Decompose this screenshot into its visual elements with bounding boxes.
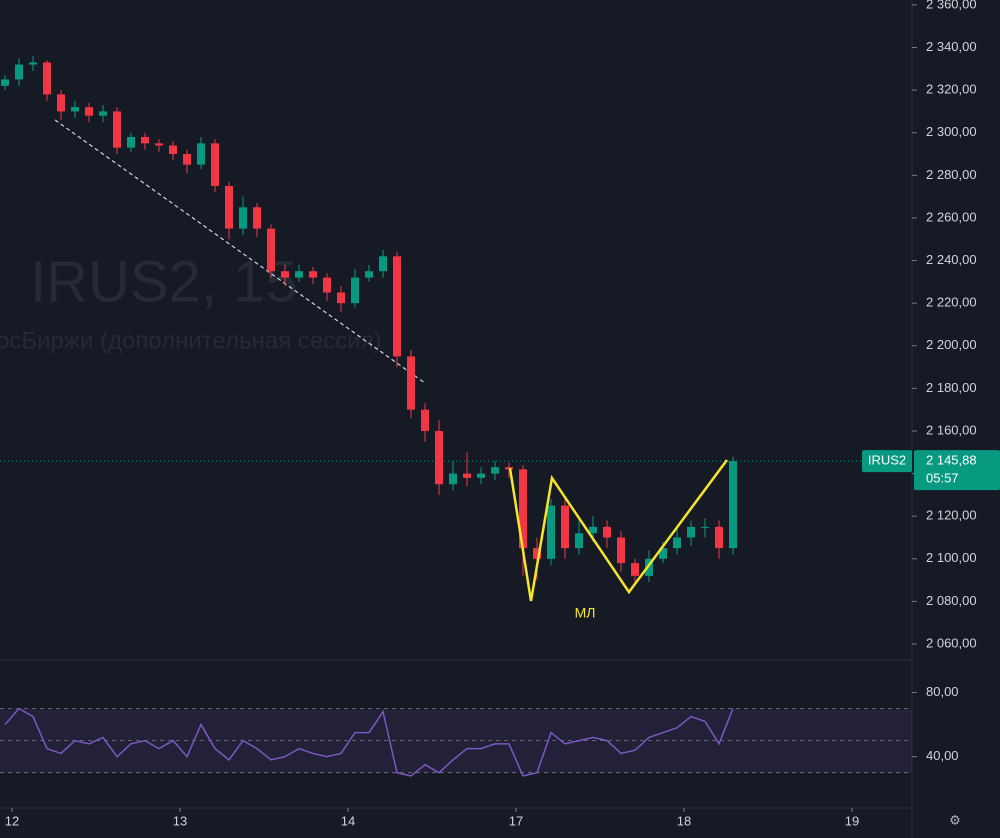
candle-body	[85, 107, 93, 116]
candle-body	[43, 62, 51, 95]
candle-body	[197, 143, 205, 165]
y-tick-label: 2 280,00	[926, 167, 977, 182]
candle-body	[561, 505, 569, 549]
candle-body	[337, 292, 345, 304]
candle-body	[533, 548, 541, 559]
y-tick-label: 2 180,00	[926, 380, 977, 395]
x-tick-label: 17	[509, 813, 523, 828]
y-tick-label: 2 240,00	[926, 252, 977, 267]
pattern-line	[508, 459, 728, 602]
candle-body	[239, 207, 247, 229]
candle-body	[449, 473, 457, 485]
candle-body	[15, 64, 23, 80]
y-tick-label: 2 260,00	[926, 209, 977, 224]
candle-body	[393, 256, 401, 357]
candle-body	[267, 228, 275, 272]
candle-body	[99, 111, 107, 116]
y-tick-label: 2 220,00	[926, 295, 977, 310]
x-tick-label: 12	[5, 813, 19, 828]
candle-body	[407, 356, 415, 410]
candle-body	[169, 145, 177, 155]
candle-body	[519, 469, 527, 549]
candle-body	[309, 271, 317, 278]
candle-body	[673, 537, 681, 549]
rsi-line	[4, 707, 734, 777]
candle-body	[617, 537, 625, 564]
candle-body	[687, 526, 695, 538]
price-tag	[914, 450, 1000, 491]
y-tick-label: 2 060,00	[926, 635, 977, 650]
pattern-label: МЛ	[575, 605, 596, 621]
candle-body	[463, 473, 471, 478]
candle-body	[127, 136, 135, 148]
candle-body	[113, 111, 121, 148]
symbol-tag	[862, 450, 912, 473]
candle-body	[491, 467, 499, 474]
candle-body	[435, 430, 443, 485]
price-tag-countdown: 05:57	[926, 471, 959, 486]
y-tick-label: 2 160,00	[926, 422, 977, 437]
candle-body	[253, 207, 261, 229]
x-tick-label: 13	[173, 813, 187, 828]
candle-body	[141, 136, 149, 144]
candle-body	[477, 473, 485, 478]
candle-body	[71, 107, 79, 112]
candle-body	[323, 277, 331, 293]
y-tick-label: 40,00	[926, 748, 959, 763]
candle-body	[183, 154, 191, 165]
candle-body	[631, 563, 639, 576]
candle-body	[589, 526, 597, 534]
candle-body	[645, 558, 653, 576]
candle-body	[659, 548, 667, 559]
candle-body	[715, 526, 723, 549]
y-tick-label: 2 100,00	[926, 550, 977, 565]
symbol-tag-text: IRUS2	[868, 453, 906, 468]
price-tag-value: 2 145,88	[926, 453, 977, 468]
candle-body	[701, 526, 709, 528]
candle-body	[547, 505, 555, 559]
candle-body	[57, 94, 65, 112]
candle-body	[351, 277, 359, 304]
candle-body	[211, 143, 219, 186]
candle-body	[379, 256, 387, 272]
candle-body	[295, 271, 303, 278]
candle-body	[225, 185, 233, 229]
x-tick-label: 19	[845, 813, 859, 828]
candle-body	[281, 271, 289, 278]
candle-body	[1, 79, 9, 86]
candle-body	[365, 271, 373, 278]
y-tick-label: 80,00	[926, 684, 959, 699]
candle-body	[155, 143, 163, 146]
y-tick-label: 2 340,00	[926, 39, 977, 54]
y-tick-label: 2 200,00	[926, 337, 977, 352]
candle-body	[575, 533, 583, 549]
candle-body	[603, 526, 611, 538]
trendline	[54, 119, 426, 384]
watermark: IRUS2, 15	[30, 249, 298, 314]
settings-icon[interactable]: ⚙	[949, 812, 961, 827]
y-tick-label: 2 080,00	[926, 593, 977, 608]
candle-body	[421, 409, 429, 431]
y-tick-label: 2 300,00	[926, 124, 977, 139]
watermark-subtitle: осБиржи (дополнительная сессия)	[0, 327, 382, 354]
candle-body	[29, 62, 37, 65]
y-tick-label: 2 320,00	[926, 82, 977, 97]
y-tick-label: 2 120,00	[926, 508, 977, 523]
x-tick-label: 18	[677, 813, 691, 828]
y-tick-label: 2 360,00	[926, 0, 977, 11]
candle-body	[729, 461, 737, 549]
x-tick-label: 14	[341, 813, 355, 828]
